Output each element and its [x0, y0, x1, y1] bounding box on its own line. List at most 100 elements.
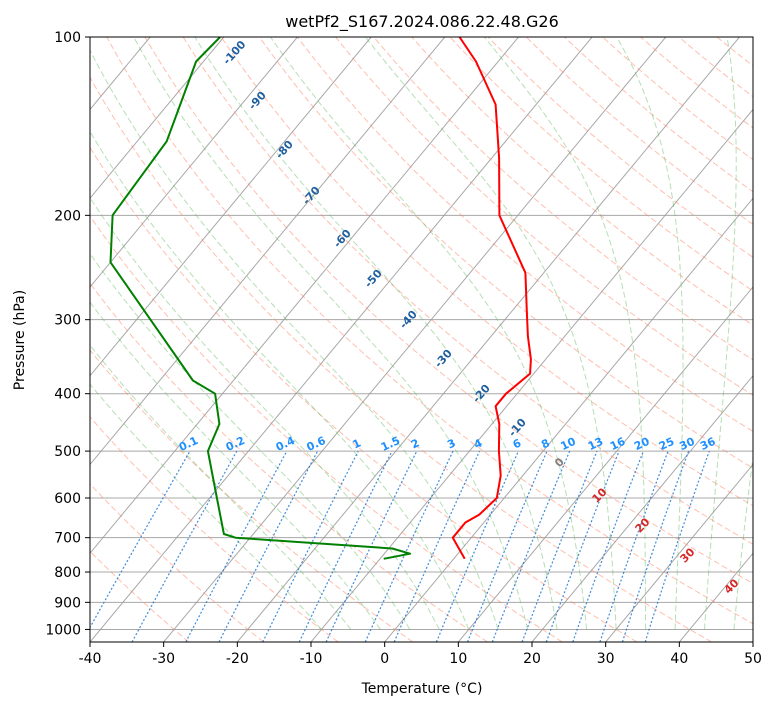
mixing-ratio-label: 4 [472, 436, 485, 451]
mixing-ratio-line [545, 450, 620, 642]
moist-adiabat-line [483, 37, 647, 630]
y-tick-label: 800 [54, 565, 81, 581]
dry-adiabat-line [90, 349, 414, 642]
moist-adiabat-line [90, 130, 470, 630]
mixing-ratio-line [466, 450, 548, 642]
isotherm-line [310, 108, 753, 642]
temperature-profile-line [451, 37, 532, 560]
dry-adiabat-label: -30 [432, 347, 455, 371]
mixing-ratio-label: 2 [409, 436, 421, 451]
moist-adiabat-line [133, 37, 529, 630]
moist-adiabat-line [763, 37, 775, 629]
mixing-ratio-line [262, 450, 359, 642]
mixing-ratio-line [491, 450, 571, 642]
x-tick-label: -40 [79, 651, 102, 667]
isotherm-line [90, 37, 446, 466]
moist-adiabat-line [704, 37, 737, 630]
mixing-ratio-line [185, 450, 288, 642]
dry-adiabat-line [755, 37, 775, 642]
x-tick-label: 30 [597, 651, 615, 667]
mixing-ratio-label: 25 [657, 435, 676, 453]
moist-adiabat-label: 20 [633, 515, 653, 535]
moist-adiabat-line [365, 37, 617, 630]
dry-adiabat-line [144, 37, 753, 585]
isotherm-line [605, 463, 753, 642]
x-tick-label: 0 [380, 651, 389, 667]
isotherm-line [752, 641, 753, 642]
y-tick-label: 100 [54, 30, 81, 46]
mixing-ratio-line [90, 450, 191, 629]
isotherm-line [457, 286, 753, 642]
mixing-ratio-label: 13 [586, 435, 605, 453]
x-tick-label: 50 [744, 651, 762, 667]
isotherm-line [163, 37, 667, 642]
moist-adiabat-line [733, 453, 753, 630]
plot-frame [89, 36, 754, 643]
mixing-ratio-label: 1 [351, 436, 363, 451]
mixing-ratio-line [621, 450, 690, 642]
dry-adiabat-line [90, 146, 638, 642]
mixing-ratio-line [599, 450, 669, 642]
dry-adiabat-label: -10 [506, 416, 529, 440]
x-tick-label: -30 [152, 651, 175, 667]
x-tick-label: -10 [300, 651, 323, 667]
dry-adiabat-line [373, 37, 753, 361]
moist-adiabat-line [270, 37, 588, 630]
moist-adiabat-line [90, 196, 440, 630]
mixing-ratio-label: 10 [559, 435, 579, 453]
chart-title: wetPf2_S167.2024.086.22.48.G26 [285, 12, 559, 32]
x-tick-label: -20 [226, 651, 249, 667]
moist-adiabat-line [90, 252, 411, 630]
mixing-ratio-label: 3 [445, 436, 457, 451]
dry-adiabat-line [640, 37, 753, 129]
mixing-ratio-line [521, 450, 598, 642]
moist-adiabat-line [194, 37, 558, 630]
mixing-ratio-line [131, 450, 238, 642]
isotherm-line [90, 37, 298, 288]
dry-adiabat-line [182, 37, 753, 545]
y-tick-label: 600 [54, 491, 81, 507]
dry-adiabat-label: -60 [331, 227, 354, 251]
dry-adiabat-line [411, 37, 753, 326]
dry-adiabat-line [564, 37, 753, 193]
y-tick-label: 900 [54, 595, 81, 611]
dry-adiabat-line [90, 483, 264, 642]
mixing-ratio-line [435, 450, 519, 642]
dewpoint-profile-line [109, 37, 412, 560]
dry-adiabat-line [335, 37, 753, 396]
mixing-ratio-line [218, 450, 319, 642]
y-axis-label: Pressure (hPa) [12, 290, 28, 390]
moist-adiabat-label: 30 [678, 545, 698, 565]
dry-adiabat-line [258, 37, 753, 469]
mixing-ratio-line [572, 450, 644, 642]
mixing-ratio-label: 30 [677, 435, 697, 453]
mixing-ratio-label: 16 [608, 435, 628, 453]
moist-adiabat-line [616, 37, 684, 630]
dry-adiabat-line [297, 37, 753, 433]
x-tick-label: 20 [523, 651, 541, 667]
dry-adiabat-line [449, 37, 753, 292]
y-tick-label: 400 [54, 387, 81, 403]
dry-adiabat-line [90, 76, 712, 642]
dry-adiabat-label: -90 [246, 89, 269, 113]
x-tick-label: 10 [449, 651, 467, 667]
moist-adiabat-line [90, 344, 352, 630]
moist-adiabat-line [90, 49, 499, 630]
dry-adiabat-line [90, 215, 563, 642]
isotherm-line [90, 37, 593, 642]
dry-adiabat-line [220, 37, 753, 507]
dry-adiabat-line [716, 37, 753, 67]
dry-adiabat-label: -80 [273, 138, 296, 162]
isotherm-line [90, 37, 372, 377]
dry-adiabat-label: -20 [470, 382, 493, 406]
dry-adiabat-line [90, 416, 339, 642]
y-tick-label: 700 [54, 531, 81, 547]
mixing-ratio-line [393, 450, 481, 642]
y-tick-label: 300 [54, 313, 81, 329]
mixing-ratio-line [644, 450, 710, 642]
mixing-ratio-label: 6 [511, 436, 524, 451]
dry-adiabat-line [90, 282, 488, 642]
isotherm-line [531, 374, 753, 642]
dry-adiabat-label: -40 [397, 308, 420, 332]
